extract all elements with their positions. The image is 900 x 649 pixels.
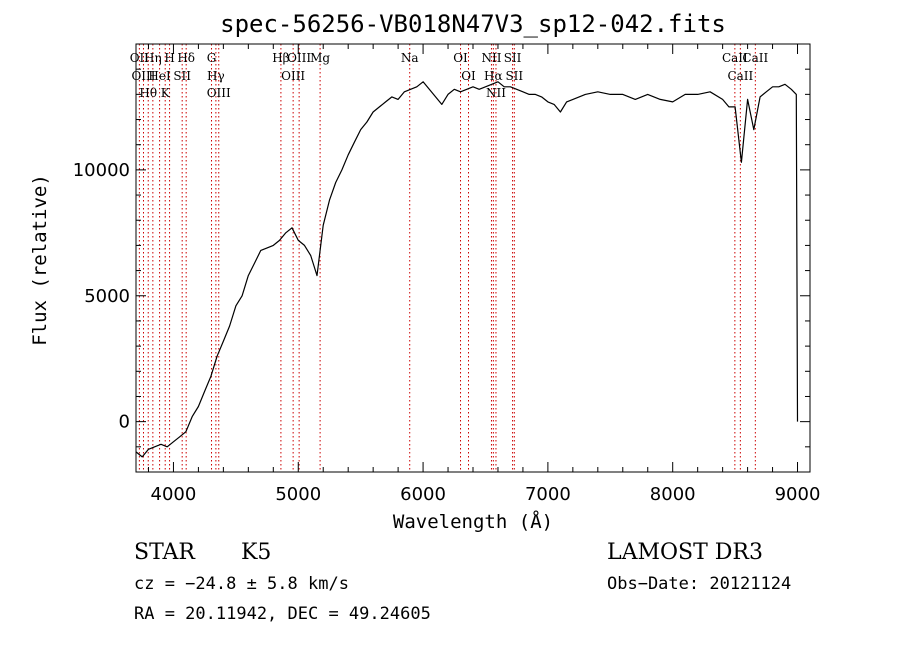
marker-label-hβ: Hβ (272, 51, 289, 65)
plot-frame (135, 43, 811, 473)
y-tick-label: 10000 (73, 160, 130, 181)
marker-label-caii: CaII (722, 51, 748, 65)
x-tick-label: 9000 (775, 484, 821, 505)
marker-label-hei: HeI (148, 69, 171, 83)
y-tick-label: 5000 (84, 286, 130, 307)
marker-label-oiii: OIII (287, 51, 311, 65)
spectrum-series (135, 81, 799, 458)
marker-label-hγ: Hγ (207, 69, 225, 83)
marker-label-hα: Hα (484, 69, 503, 83)
marker-label-h: H (164, 51, 174, 65)
marker-label-hη: Hη (144, 51, 162, 65)
marker-label-sii: SII (173, 69, 191, 83)
marker-label-na: Na (401, 51, 419, 65)
x-axis-ticks: 4000 5000 6000 7000 8000 9000 (147, 44, 821, 505)
marker-label-sii: SII (505, 69, 523, 83)
marker-label-oii: OII (130, 51, 150, 65)
y-axis-label: Flux (relative) (29, 174, 51, 346)
observation-date: Obs−Date: 20121124 (607, 574, 791, 594)
marker-label-nii: NII (486, 86, 506, 100)
x-tick-label: 6000 (400, 484, 446, 505)
marker-label-oiii: OIII (207, 86, 231, 100)
marker-label-sii: SII (504, 51, 522, 65)
marker-label-caii: CaII (742, 51, 768, 65)
x-tick-label: 7000 (525, 484, 571, 505)
x-tick-label: 8000 (650, 484, 696, 505)
marker-label-nii: NII (481, 51, 501, 65)
marker-label-hθ: Hθ (139, 86, 157, 100)
spectrum-line-0 (135, 81, 799, 458)
line-marker-lines (138, 44, 756, 472)
x-tick-label: 5000 (275, 484, 321, 505)
chart-title: spec-56256-VB018N47V3_sp12-042.fits (220, 10, 726, 38)
marker-label-oiii: OIII (281, 69, 305, 83)
y-tick-label: 0 (119, 412, 130, 433)
marker-label-mg: Mg (310, 51, 330, 65)
marker-label-caii: CaII (727, 69, 753, 83)
marker-label-k: K (161, 86, 171, 100)
marker-label-oiii: OIII (131, 69, 155, 83)
marker-label-oi: OI (453, 51, 468, 65)
y-axis-ticks: 0 5000 10000 (73, 68, 810, 448)
marker-label-g: G (207, 51, 217, 65)
marker-label-hδ: Hδ (177, 51, 195, 65)
object-class: STAR (134, 540, 196, 565)
x-axis-label: Wavelength (Å) (393, 510, 553, 533)
data-release: LAMOST DR3 (607, 540, 763, 565)
marker-label-oi: OI (461, 69, 476, 83)
subclass: K5 (241, 540, 271, 565)
x-tick-label: 4000 (151, 484, 197, 505)
coordinates: RA = 20.11942, DEC = 49.24605 (134, 604, 431, 624)
redshift-velocity: cz = −24.8 ± 5.8 km/s (134, 574, 349, 594)
